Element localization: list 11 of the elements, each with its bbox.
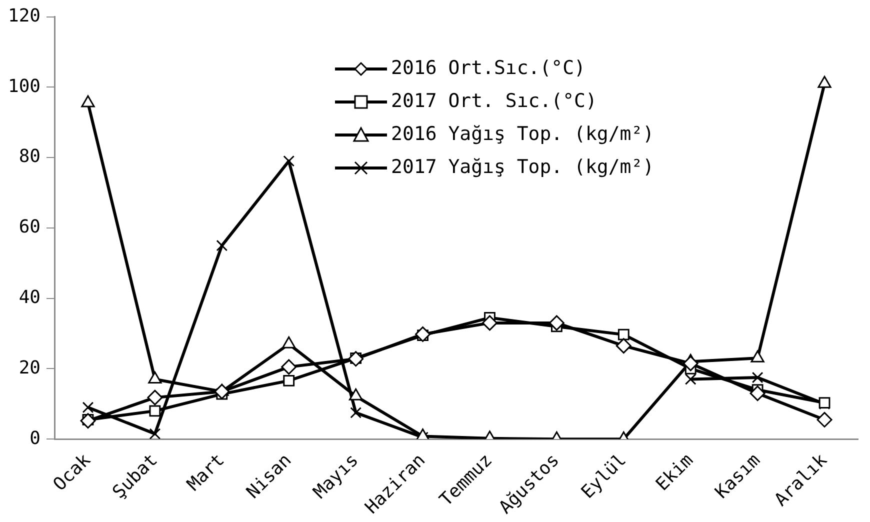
legend-label: 2017 Yağış Top. (kg/m²) xyxy=(391,155,654,180)
y-tick-label: 20 xyxy=(18,357,41,378)
legend-label: 2016 Yağış Top. (kg/m²) xyxy=(391,122,654,147)
y-tick-label: 40 xyxy=(18,286,41,308)
y-tick-label: 60 xyxy=(18,216,41,238)
legend-label: 2017 Ort. Sıc.(°C) xyxy=(391,89,597,114)
y-tick-label: 100 xyxy=(8,76,41,97)
y-tick-label: 0 xyxy=(30,428,41,449)
legend-label: 2016 Ort.Sıc.(°C) xyxy=(391,56,586,81)
y-tick-label: 120 xyxy=(8,5,41,26)
y-tick-label: 80 xyxy=(18,146,41,168)
